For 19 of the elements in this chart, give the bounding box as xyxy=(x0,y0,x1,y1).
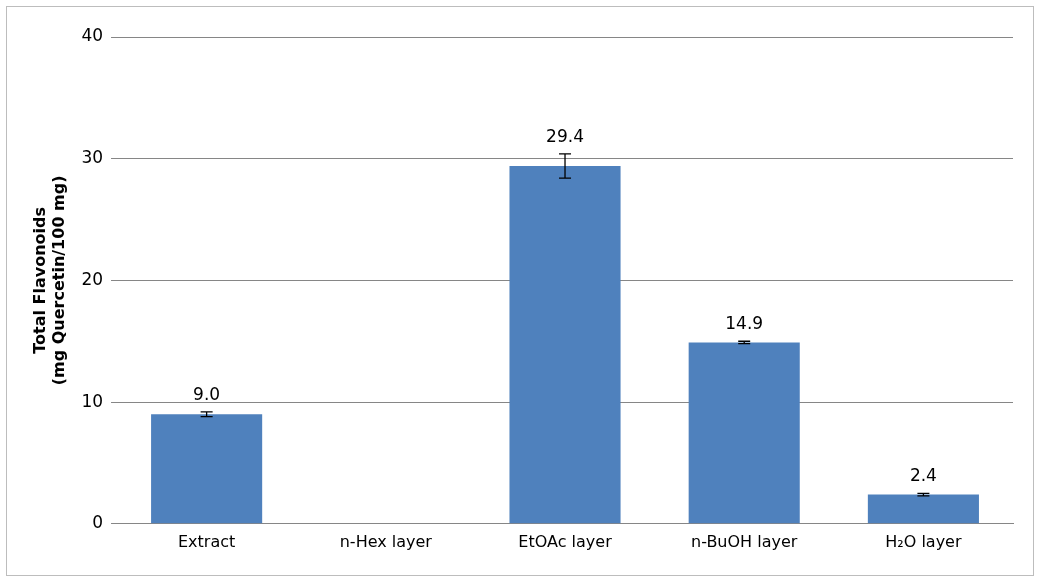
x-tick-label: Extract xyxy=(177,531,236,551)
bar xyxy=(688,342,800,524)
y-tick-label: 40 xyxy=(81,25,104,46)
x-tick-label: EtOAc layer xyxy=(518,531,613,551)
bar xyxy=(151,414,263,524)
y-tick-label: 0 xyxy=(92,512,104,533)
x-tick-label: n-BuOH layer xyxy=(691,531,798,551)
y-axis-title: Total Flavonoids (mg Quercetin/100 mg) xyxy=(29,175,68,386)
x-tick-label: H₂O layer xyxy=(885,531,962,551)
bar xyxy=(509,166,621,524)
data-label: 2.4 xyxy=(909,465,937,486)
data-label: 29.4 xyxy=(546,125,584,146)
y-tick-label: 30 xyxy=(81,147,104,168)
y-tick-label: 20 xyxy=(81,268,104,289)
y-tick-label: 10 xyxy=(81,390,104,411)
data-label: 14.9 xyxy=(725,313,764,334)
x-tick-label: n-Hex layer xyxy=(339,531,433,551)
data-label: 9.0 xyxy=(193,383,221,404)
bar xyxy=(867,494,979,524)
